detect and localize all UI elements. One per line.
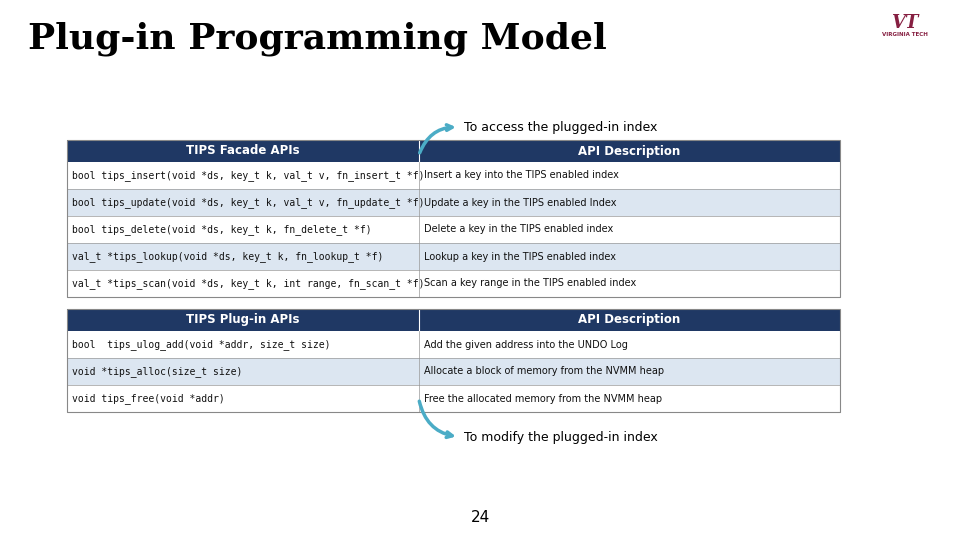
Bar <box>67 140 840 162</box>
Text: void tips_free(void *addr): void tips_free(void *addr) <box>72 393 225 404</box>
Bar <box>67 140 840 297</box>
Text: To access the plugged-in index: To access the plugged-in index <box>464 120 657 133</box>
Text: Plug-in Programming Model: Plug-in Programming Model <box>28 22 607 57</box>
Bar <box>67 331 840 358</box>
Text: bool tips_delete(void *ds, key_t k, fn_delete_t *f): bool tips_delete(void *ds, key_t k, fn_d… <box>72 224 372 235</box>
Text: 24: 24 <box>470 510 490 525</box>
Text: To modify the plugged-in index: To modify the plugged-in index <box>464 430 658 443</box>
Bar <box>67 309 840 331</box>
Text: Insert a key into the TIPS enabled index: Insert a key into the TIPS enabled index <box>423 171 618 180</box>
Text: API Description: API Description <box>578 314 681 327</box>
Text: VT: VT <box>891 14 919 32</box>
Text: Add the given address into the UNDO Log: Add the given address into the UNDO Log <box>423 340 628 349</box>
Text: Lookup a key in the TIPS enabled index: Lookup a key in the TIPS enabled index <box>423 252 615 261</box>
Text: bool tips_insert(void *ds, key_t k, val_t v, fn_insert_t *f): bool tips_insert(void *ds, key_t k, val_… <box>72 170 424 181</box>
Text: TIPS Facade APIs: TIPS Facade APIs <box>186 145 300 158</box>
Text: val_t *tips_scan(void *ds, key_t k, int range, fn_scan_t *f): val_t *tips_scan(void *ds, key_t k, int … <box>72 278 424 289</box>
Text: val_t *tips_lookup(void *ds, key_t k, fn_lookup_t *f): val_t *tips_lookup(void *ds, key_t k, fn… <box>72 251 383 262</box>
Text: VIRGINIA TECH: VIRGINIA TECH <box>882 32 928 37</box>
Text: Scan a key range in the TIPS enabled index: Scan a key range in the TIPS enabled ind… <box>423 279 636 288</box>
Bar <box>67 309 840 412</box>
Text: API Description: API Description <box>578 145 681 158</box>
Bar <box>67 243 840 270</box>
Text: Allocate a block of memory from the NVMM heap: Allocate a block of memory from the NVMM… <box>423 367 664 376</box>
Bar <box>67 385 840 412</box>
Text: Update a key in the TIPS enabled Index: Update a key in the TIPS enabled Index <box>423 198 616 207</box>
Text: bool  tips_ulog_add(void *addr, size_t size): bool tips_ulog_add(void *addr, size_t si… <box>72 339 330 350</box>
Bar <box>67 216 840 243</box>
Text: void *tips_alloc(size_t size): void *tips_alloc(size_t size) <box>72 366 242 377</box>
Bar <box>67 162 840 189</box>
Text: Delete a key in the TIPS enabled index: Delete a key in the TIPS enabled index <box>423 225 613 234</box>
Text: Free the allocated memory from the NVMM heap: Free the allocated memory from the NVMM … <box>423 394 661 403</box>
Bar <box>67 358 840 385</box>
Bar <box>67 189 840 216</box>
Text: bool tips_update(void *ds, key_t k, val_t v, fn_update_t *f): bool tips_update(void *ds, key_t k, val_… <box>72 197 424 208</box>
Bar <box>67 270 840 297</box>
Text: TIPS Plug-in APIs: TIPS Plug-in APIs <box>186 314 300 327</box>
